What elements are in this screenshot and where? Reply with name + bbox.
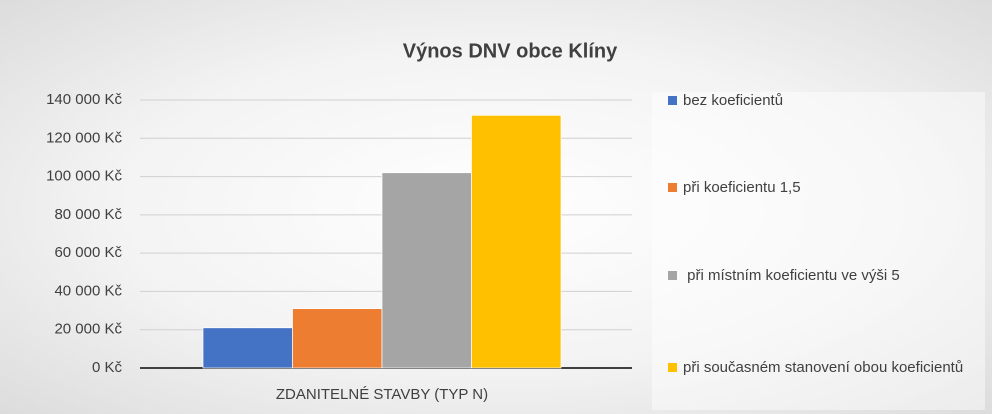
chart-title: Výnos DNV obce Klíny: [403, 40, 618, 62]
bar: [202, 327, 293, 369]
bar: [292, 308, 383, 369]
legend-swatch: [668, 271, 677, 280]
legend-label: při koeficientu 1,5: [683, 179, 801, 196]
y-tick-label: 20 000 Kč: [54, 321, 122, 338]
legend-label: při současném stanovení obou koeficientů: [683, 359, 964, 376]
legend-entry: bez koeficientů: [668, 90, 978, 111]
legend: bez koeficientů při koeficientu 1,5 při m…: [652, 92, 985, 410]
legend-swatch: [668, 96, 677, 105]
bar: [381, 172, 472, 369]
y-tick-label: 120 000 Kč: [46, 129, 122, 146]
y-tick-label: 0 Kč: [92, 359, 123, 376]
bar: [471, 114, 562, 369]
y-tick-label: 60 000 Kč: [54, 244, 122, 261]
legend-label: při místním koeficientu ve výši 5: [683, 267, 900, 284]
legend-label: bez koeficientů: [683, 92, 784, 109]
legend-entry: při současném stanovení obou koeficientů: [668, 357, 978, 378]
y-tick-label: 100 000 Kč: [46, 168, 122, 185]
y-tick-label: 140 000 Kč: [46, 91, 122, 108]
legend-swatch: [668, 183, 677, 192]
x-tick-label: ZDANITELNÉ STAVBY (TYP N): [276, 386, 488, 403]
legend-swatch: [668, 363, 677, 372]
y-tick-label: 80 000 Kč: [54, 206, 122, 223]
legend-entry: při koeficientu 1,5: [668, 177, 978, 198]
legend-entry: při místním koeficientu ve výši 5: [668, 265, 978, 286]
y-tick-label: 40 000 Kč: [54, 282, 122, 299]
